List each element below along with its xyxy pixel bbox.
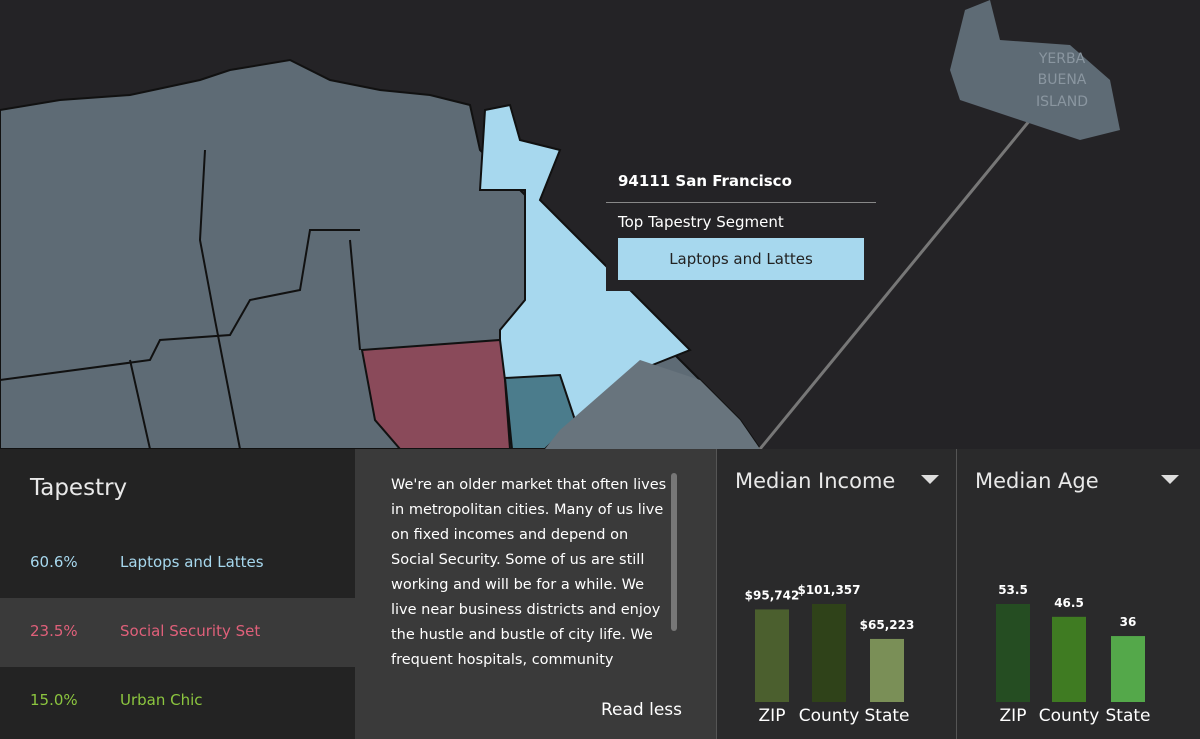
value-label: $65,223 xyxy=(860,618,915,632)
tapestry-row[interactable]: 15.0% Urban Chic xyxy=(0,667,355,736)
segment-name: Laptops and Lattes xyxy=(120,553,264,571)
divider xyxy=(606,202,876,203)
read-less-link[interactable]: Read less xyxy=(601,700,683,720)
percent: 60.6% xyxy=(30,553,78,571)
bar xyxy=(870,638,904,702)
bar xyxy=(996,604,1030,702)
value-label: 53.5 xyxy=(998,583,1028,597)
description-panel: We're an older market that often lives i… xyxy=(355,449,716,739)
chart: $95,742 ZIP $101,357 County $65,223 State xyxy=(745,583,915,726)
segment-name: Social Security Set xyxy=(120,622,261,640)
bar xyxy=(1111,636,1145,702)
category-label: State xyxy=(865,706,910,726)
tapestry-row[interactable]: 60.6% Laptops and Lattes xyxy=(0,529,355,598)
scrollbar[interactable] xyxy=(671,473,677,631)
segment-name: Urban Chic xyxy=(120,691,203,709)
popup-title: 94111 San Francisco xyxy=(618,172,792,190)
island-label: YERBA xyxy=(1038,51,1086,67)
description: We're an older market that often lives i… xyxy=(391,477,667,668)
segment-button[interactable]: Laptops and Lattes xyxy=(618,238,864,280)
percent: 23.5% xyxy=(30,622,78,640)
age-panel: Median Age 53.5 ZIP 46.5 County 36 State xyxy=(956,449,1200,739)
category-label: ZIP xyxy=(1000,706,1027,726)
map: YERBA BUENA ISLAND xyxy=(0,0,1120,449)
income-panel: Median Income $95,742 ZIP $101,357 County $6… xyxy=(716,449,957,739)
island-label: BUENA xyxy=(1038,72,1087,88)
panel-title: Median Income xyxy=(735,469,896,493)
bar xyxy=(812,604,846,702)
panel-title: Median Age xyxy=(975,469,1099,493)
panel-title: Tapestry xyxy=(30,475,128,501)
chart: 53.5 ZIP 46.5 County 36 State xyxy=(996,583,1151,726)
tapestry-panel: Tapestry 60.6% Laptops and Lattes 23.5% Soc… xyxy=(0,449,355,739)
tapestry-row[interactable]: 23.5% Social Security Set xyxy=(0,598,355,667)
dropdown-arrow[interactable] xyxy=(1161,475,1181,487)
value-label: $95,742 xyxy=(745,588,800,602)
popup-subtitle: Top Tapestry Segment xyxy=(618,213,784,231)
popup: 94111 San Francisco Top Tapestry Segment… xyxy=(606,163,876,291)
category-label: County xyxy=(799,706,860,726)
value-label: $101,357 xyxy=(797,583,860,597)
value-label: 46.5 xyxy=(1054,596,1084,610)
category-label: ZIP xyxy=(759,706,786,726)
bar xyxy=(755,609,789,702)
category-label: State xyxy=(1106,706,1151,726)
percent: 15.0% xyxy=(30,691,78,709)
category-label: County xyxy=(1039,706,1100,726)
dropdown-arrow[interactable] xyxy=(921,475,941,487)
island-label: ISLAND xyxy=(1036,94,1088,110)
value-label: 36 xyxy=(1120,615,1137,629)
bar xyxy=(1052,616,1086,702)
